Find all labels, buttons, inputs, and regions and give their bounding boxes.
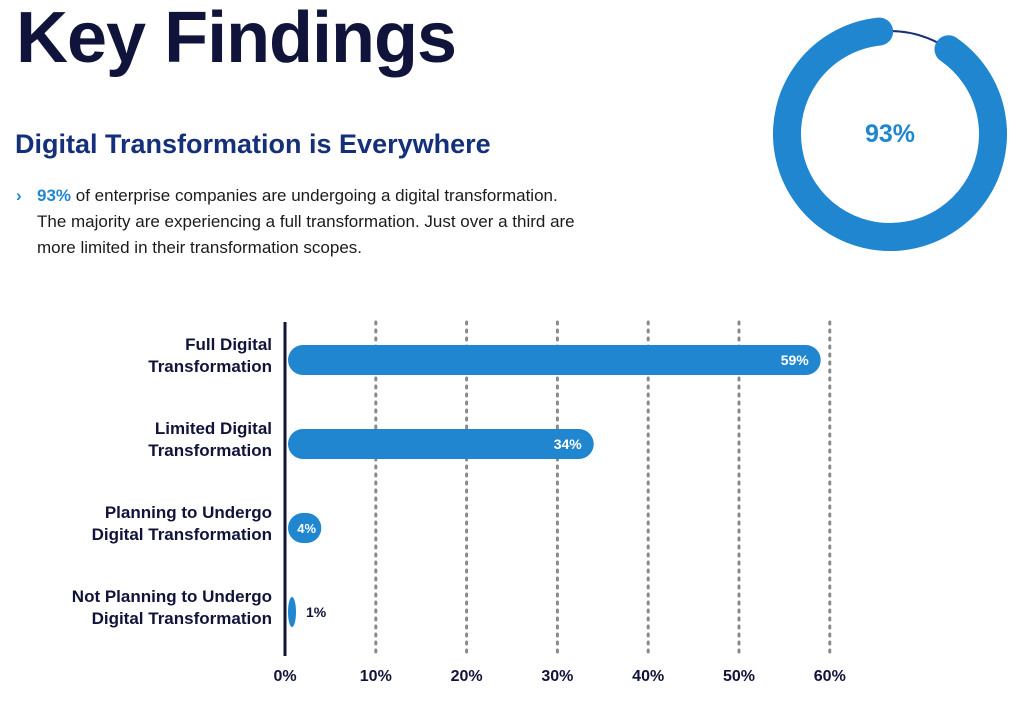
bar — [288, 597, 296, 627]
x-tick-label: 30% — [541, 668, 573, 685]
finding-line-2: The majority are experiencing a full tra… — [37, 212, 575, 231]
x-tick-label: 10% — [360, 668, 392, 685]
page-title: Key Findings — [16, 0, 457, 78]
bar-value-label: 1% — [306, 604, 327, 620]
bar — [288, 513, 322, 543]
category-label: Transformation — [148, 357, 272, 376]
category-label: Limited Digital — [155, 419, 272, 438]
bar — [288, 429, 594, 459]
x-tick-label: 50% — [723, 668, 755, 685]
bar-value-label: 34% — [554, 436, 583, 452]
finding-line-1: of enterprise companies are undergoing a… — [71, 186, 558, 205]
category-label: Planning to Undergo — [105, 503, 272, 522]
x-tick-label: 20% — [451, 668, 483, 685]
bar — [288, 345, 821, 375]
finding-line-3: more limited in their transformation sco… — [37, 238, 363, 257]
donut-arc — [773, 17, 1007, 251]
chevron-right-icon: › — [16, 186, 22, 205]
category-label: Not Planning to Undergo — [72, 587, 272, 606]
x-tick-label: 40% — [632, 668, 664, 685]
finding-highlight: 93% — [37, 186, 72, 205]
finding-text: 93% of enterprise companies are undergoi… — [37, 183, 717, 261]
x-tick-label: 0% — [273, 668, 296, 685]
donut-label: 93% — [865, 120, 915, 148]
bar-value-label: 4% — [297, 521, 316, 536]
donut-chart: 93% — [773, 17, 1007, 251]
category-label: Digital Transformation — [92, 525, 272, 544]
bar-chart: 0% 10% 20% 30% 40% 50% 60% Full Digital Transfor… — [72, 320, 846, 685]
category-label: Transformation — [148, 441, 272, 460]
category-label: Digital Transformation — [92, 609, 272, 628]
x-tick-label: 60% — [814, 668, 846, 685]
category-label: Full Digital — [185, 335, 272, 354]
bar-value-label: 59% — [781, 352, 810, 368]
section-subtitle: Digital Transformation is Everywhere — [15, 129, 491, 159]
